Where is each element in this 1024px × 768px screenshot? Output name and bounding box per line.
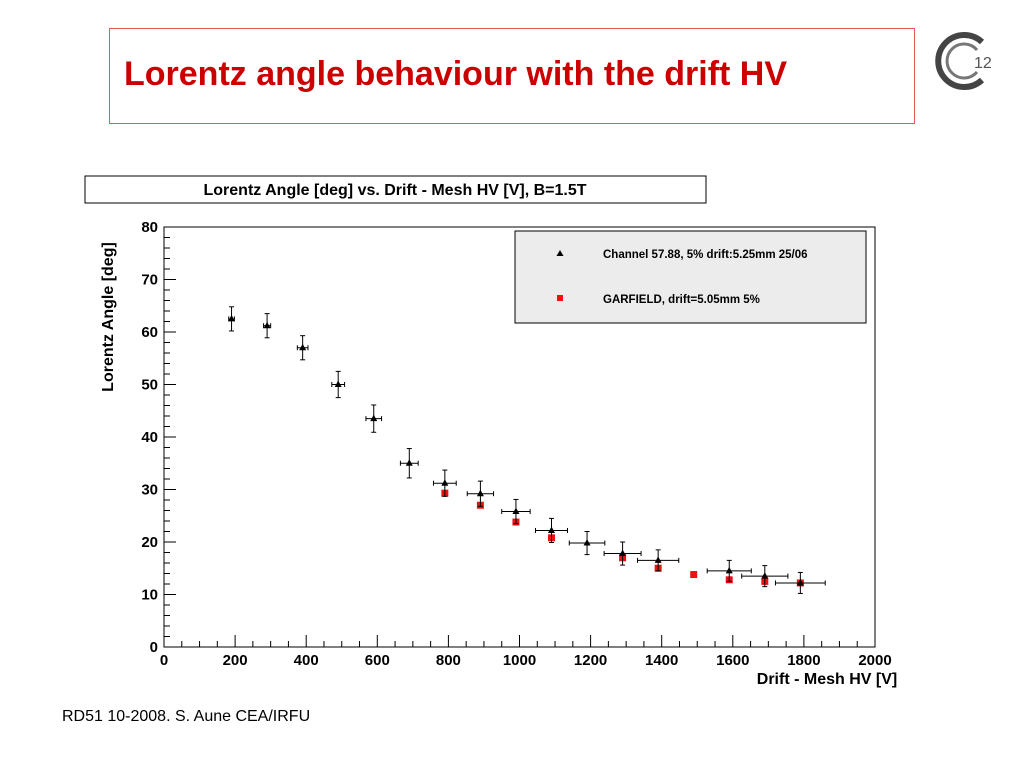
y-tick-label: 50: [141, 377, 158, 394]
slide-title: Lorentz angle behaviour with the drift H…: [124, 55, 788, 93]
x-tick-label: 200: [223, 652, 248, 669]
channel-point: [725, 566, 733, 574]
c12-logo: 12: [935, 32, 992, 90]
slide-footer: RD51 10-2008. S. Aune CEA/IRFU: [62, 708, 311, 725]
y-tick-label: 30: [141, 482, 158, 499]
chart-title: Lorentz Angle [deg] vs. Drift - Mesh HV …: [204, 182, 587, 199]
x-tick-label: 1200: [574, 652, 607, 669]
slide-title-frame: [109, 28, 915, 124]
channel-point: [228, 314, 236, 322]
x-tick-label: 1000: [503, 652, 536, 669]
y-tick-label: 10: [141, 587, 158, 604]
channel-point: [583, 539, 591, 546]
y-tick-label: 70: [141, 272, 158, 289]
x-tick-label: 0: [160, 652, 168, 669]
channel-point: [441, 479, 449, 486]
channel-point: [761, 572, 769, 579]
garfield-point: [690, 571, 698, 579]
channel-point: [796, 578, 804, 586]
legend-triangle-marker: [556, 250, 564, 256]
y-axis-label: Lorentz Angle [deg]: [100, 242, 117, 392]
x-tick-label: 600: [365, 652, 390, 669]
chart-title-box: [84, 175, 707, 204]
x-tick-label: 800: [436, 652, 461, 669]
channel-point: [334, 380, 342, 387]
x-tick-label: 400: [294, 652, 319, 669]
x-tick-label: 2000: [858, 652, 891, 669]
legend-box: [514, 230, 867, 324]
y-tick-label: 40: [141, 429, 158, 446]
channel-point: [619, 549, 627, 557]
x-axis-label: Drift - Mesh HV [V]: [757, 671, 897, 688]
channel-point: [370, 414, 378, 422]
x-tick-label: 1400: [645, 652, 678, 669]
x-tick-label: 1800: [787, 652, 820, 669]
y-tick-label: 20: [141, 534, 158, 551]
channel-point: [405, 459, 413, 466]
legend-entry-garfield: GARFIELD, drift=5.05mm 5%: [603, 294, 760, 306]
y-tick-label: 60: [141, 324, 158, 341]
x-tick-label: 1600: [716, 652, 749, 669]
channel-point: [476, 489, 484, 497]
channel-point: [263, 321, 271, 329]
channel-point: [654, 556, 662, 563]
svg-text:12: 12: [974, 55, 992, 72]
channel-point: [512, 507, 520, 515]
channel-point: [547, 526, 555, 533]
legend-square-marker: [557, 295, 563, 301]
y-tick-label: 0: [150, 639, 158, 656]
legend-entry-channel: Channel 57.88, 5% drift:5.25mm 25/06: [603, 249, 808, 261]
y-tick-label: 80: [141, 219, 158, 236]
channel-point: [299, 343, 307, 351]
